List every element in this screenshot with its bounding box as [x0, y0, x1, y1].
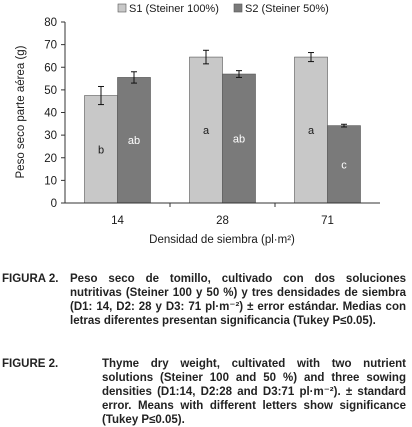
significance-letter: a — [203, 125, 210, 137]
bars: b ab a ab a c — [84, 49, 361, 204]
y-tick-label: 40 — [44, 108, 57, 120]
y-tick-label: 60 — [44, 62, 57, 74]
y-tick-label: 0 — [51, 198, 57, 210]
y-tick-label: 20 — [44, 153, 57, 165]
bar — [222, 73, 256, 204]
y-axis-ticks: 0 10 20 30 40 50 60 70 80 — [44, 17, 65, 210]
legend: S1 (Steiner 100%) S2 (Steiner 50%) — [117, 3, 329, 15]
x-tick-label: 71 — [321, 215, 334, 227]
significance-letter: b — [98, 144, 104, 156]
y-tick-label: 70 — [44, 40, 57, 52]
y-tick-label: 30 — [44, 130, 57, 142]
bar — [117, 77, 151, 204]
significance-letter: c — [341, 159, 347, 171]
caption-english-label: FIGURE 2. — [2, 358, 59, 370]
y-tick-label: 50 — [44, 85, 57, 97]
bar-chart: S1 (Steiner 100%) S2 (Steiner 50%) 0 10 20 3… — [15, 3, 380, 246]
legend-swatch — [117, 3, 127, 13]
x-tick-label: 14 — [111, 215, 124, 227]
legend-label: S1 (Steiner 100%) — [129, 3, 219, 15]
y-axis-label: Peso seco parte aérea (g) — [15, 45, 27, 178]
caption-spanish-text: Peso seco de tomillo, cultivado con dos … — [70, 273, 406, 327]
caption-spanish: FIGURA 2. Peso seco de tomillo, cultivad… — [0, 272, 412, 328]
significance-letter: a — [308, 125, 315, 137]
significance-letter: ab — [128, 135, 140, 147]
y-tick-label: 80 — [44, 17, 57, 29]
legend-label: S2 (Steiner 50%) — [245, 3, 329, 15]
bar — [327, 125, 361, 204]
axes — [64, 22, 380, 204]
legend-swatch — [233, 3, 243, 13]
significance-letter: ab — [233, 134, 245, 146]
x-axis-label: Densidad de siembra (pl·m²) — [149, 234, 295, 246]
caption-english-text: Thyme dry weight, cultivated with two nu… — [102, 358, 406, 426]
x-axis-ticks: 14 28 71 — [111, 203, 334, 227]
caption-english: FIGURE 2. Thyme dry weight, cultivated w… — [0, 357, 412, 427]
x-tick-label: 28 — [216, 215, 229, 227]
bar — [189, 56, 223, 204]
y-tick-label: 10 — [44, 175, 57, 187]
caption-spanish-label: FIGURA 2. — [2, 273, 59, 285]
bar — [294, 56, 328, 204]
